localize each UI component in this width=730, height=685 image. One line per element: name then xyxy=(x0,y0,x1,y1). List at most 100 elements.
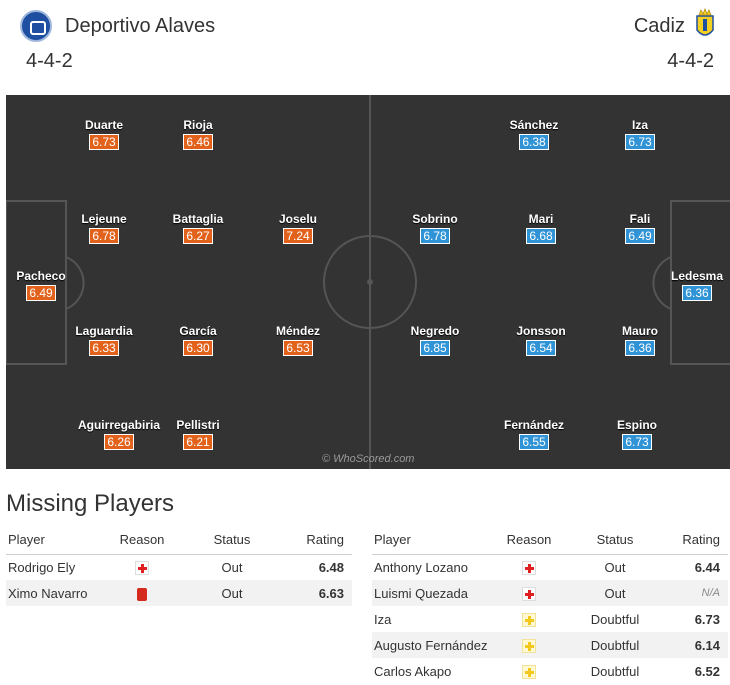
rating: 6.73 xyxy=(694,611,720,627)
away-player[interactable]: Sobrino 6.78 xyxy=(400,212,470,245)
home-player[interactable]: Pellistri 6.21 xyxy=(163,418,233,451)
column-rating[interactable]: Rating xyxy=(278,526,352,555)
player-name[interactable]: Augusto Fernández xyxy=(372,632,492,658)
home-player[interactable]: Lejeune 6.78 xyxy=(69,212,139,245)
home-player[interactable]: Rioja 6.46 xyxy=(163,118,233,151)
player-name: Ledesma xyxy=(670,269,724,283)
column-reason[interactable]: Reason xyxy=(98,526,186,555)
player-name[interactable]: Iza xyxy=(374,611,392,627)
player-name[interactable]: Anthony Lozano xyxy=(374,559,468,575)
home-player[interactable]: Duarte 6.73 xyxy=(69,118,139,151)
column-status[interactable]: Status xyxy=(566,526,664,555)
home-player[interactable]: Joselu 7.24 xyxy=(263,212,333,245)
cadiz-crest-icon xyxy=(696,8,714,36)
player-name: Pacheco xyxy=(16,269,66,283)
column-player[interactable]: Player xyxy=(372,526,492,555)
player-rating: 6.33 xyxy=(89,340,119,356)
status: Out xyxy=(566,580,664,606)
doubtful-icon xyxy=(522,664,536,679)
player-rating: 6.49 xyxy=(625,228,655,244)
doubtful-icon xyxy=(522,638,536,653)
player-rating: 6.38 xyxy=(519,134,549,150)
away-player[interactable]: Sánchez 6.38 xyxy=(499,118,569,151)
status: Out xyxy=(604,559,626,575)
player-rating: 6.36 xyxy=(682,285,712,301)
player-rating: 6.46 xyxy=(183,134,213,150)
home-player[interactable]: García 6.30 xyxy=(163,324,233,357)
player-rating: 6.68 xyxy=(526,228,556,244)
column-reason[interactable]: Reason xyxy=(492,526,566,555)
player-rating: 6.27 xyxy=(183,228,213,244)
table-header: Player Reason Status Rating xyxy=(6,526,352,555)
player-name[interactable]: Luismi Quezada xyxy=(372,580,492,606)
match-header: Deportivo Alaves 4-4-2 Cadiz 4-4-2 xyxy=(0,0,730,95)
player-name: Battaglia xyxy=(172,212,224,226)
player-name: Espino xyxy=(616,418,657,432)
player-name: Jonsson xyxy=(516,324,566,338)
home-player[interactable]: Battaglia 6.27 xyxy=(163,212,233,245)
missing-players-title: Missing Players xyxy=(6,490,175,517)
player-name: Lejeune xyxy=(81,212,127,226)
column-player[interactable]: Player xyxy=(6,526,98,555)
rating: 6.14 xyxy=(664,632,728,658)
player-rating: 6.73 xyxy=(622,434,652,450)
player-name: Joselu xyxy=(278,212,317,226)
away-player[interactable]: Fali 6.49 xyxy=(605,212,675,245)
away-player[interactable]: Negredo 6.85 xyxy=(400,324,470,357)
away-team-name[interactable]: Cadiz xyxy=(633,15,685,37)
status: Doubtful xyxy=(566,632,664,658)
player-name: Iza xyxy=(631,118,648,132)
home-team-name[interactable]: Deportivo Alaves xyxy=(65,15,216,37)
player-name: García xyxy=(179,324,217,338)
player-rating: 6.30 xyxy=(183,340,213,356)
alaves-crest-icon xyxy=(20,10,52,42)
player-name: Fali xyxy=(629,212,651,226)
injury-icon xyxy=(522,561,536,576)
player-name: Duarte xyxy=(84,118,123,132)
player-name: Mari xyxy=(528,212,554,226)
player-name[interactable]: Carlos Akapo xyxy=(374,663,452,679)
away-player[interactable]: Iza 6.73 xyxy=(605,118,675,151)
away-player[interactable]: Mauro 6.36 xyxy=(605,324,675,357)
status: Doubtful xyxy=(590,611,640,627)
table-row: Carlos Akapo Doubtful 6.52 xyxy=(372,658,728,684)
watermark: © WhoScored.com xyxy=(322,453,415,465)
away-missing-table: Player Reason Status Rating Anthony Loza… xyxy=(372,526,728,684)
home-player[interactable]: Laguardia 6.33 xyxy=(69,324,139,357)
home-player[interactable]: Aguirregabiria 6.26 xyxy=(74,418,164,451)
player-rating: 6.73 xyxy=(89,134,119,150)
player-rating: 6.78 xyxy=(420,228,450,244)
table-row: Rodrigo Ely Out 6.48 xyxy=(6,554,352,580)
home-player[interactable]: Méndez 6.53 xyxy=(263,324,333,357)
pitch-markings xyxy=(6,95,730,469)
status: Doubtful xyxy=(590,663,640,679)
table-row: Iza Doubtful 6.73 xyxy=(372,606,728,632)
doubtful-icon xyxy=(522,612,536,627)
table-row: Augusto Fernández Doubtful 6.14 xyxy=(372,632,728,658)
column-rating[interactable]: Rating xyxy=(664,526,728,555)
rating: 6.63 xyxy=(278,580,352,606)
player-name: Rioja xyxy=(183,118,213,132)
table-row: Luismi Quezada Out N/A xyxy=(372,580,728,606)
injury-icon xyxy=(522,586,536,601)
away-player[interactable]: Ledesma 6.36 xyxy=(662,269,730,302)
away-formation: 4-4-2 xyxy=(667,50,714,72)
player-rating: 6.78 xyxy=(89,228,119,244)
home-missing-table: Player Reason Status Rating Rodrigo Ely … xyxy=(6,526,352,606)
column-status[interactable]: Status xyxy=(186,526,278,555)
away-player[interactable]: Mari 6.68 xyxy=(506,212,576,245)
home-player[interactable]: Pacheco 6.49 xyxy=(6,269,76,302)
away-player[interactable]: Fernández 6.55 xyxy=(492,418,576,451)
status: Out xyxy=(221,559,243,575)
away-player[interactable]: Jonsson 6.54 xyxy=(506,324,576,357)
table-header: Player Reason Status Rating xyxy=(372,526,728,555)
away-player[interactable]: Espino 6.73 xyxy=(602,418,672,451)
player-rating: 7.24 xyxy=(283,228,313,244)
player-name: Negredo xyxy=(410,324,460,338)
player-name: Pellistri xyxy=(176,418,220,432)
player-name: Fernández xyxy=(503,418,564,432)
rating: 6.44 xyxy=(694,559,720,575)
table-row: Ximo Navarro Out 6.63 xyxy=(6,580,352,606)
player-name[interactable]: Ximo Navarro xyxy=(6,580,98,606)
player-name[interactable]: Rodrigo Ely xyxy=(8,559,76,575)
